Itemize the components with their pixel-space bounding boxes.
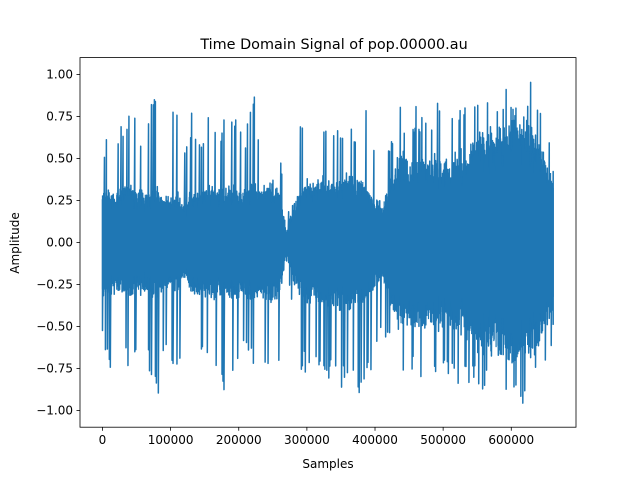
signal-core-band: [101, 127, 554, 358]
y-axis-ticks: −1.00 −0.75 −0.50 −0.25 0.00 0.25 0.50 0.75 1.00: [36, 68, 80, 418]
x-tick-label: 100000: [148, 433, 194, 447]
y-tick-label: 0.25: [46, 194, 73, 208]
x-axis-title: Samples: [302, 457, 353, 471]
x-axis-ticks: 0 100000 200000 300000 400000 500000 600000: [99, 427, 534, 447]
chart-title: Time Domain Signal of pop.00000.au: [199, 37, 467, 53]
y-tick-label: −0.25: [36, 278, 73, 292]
x-tick-label: 400000: [352, 433, 398, 447]
x-tick-label: 600000: [488, 433, 534, 447]
x-tick-label: 500000: [420, 433, 466, 447]
y-tick-label: −0.50: [36, 320, 73, 334]
y-tick-label: 0.00: [46, 236, 73, 250]
signal-layer: [101, 81, 554, 404]
y-tick-label: 0.50: [46, 152, 73, 166]
y-axis-title: Amplitude: [8, 212, 22, 274]
x-tick-label: 0: [99, 433, 107, 447]
y-tick-label: 0.75: [46, 110, 73, 124]
y-tick-label: 1.00: [46, 68, 73, 82]
y-tick-label: −0.75: [36, 362, 73, 376]
x-tick-label: 200000: [216, 433, 262, 447]
y-tick-label: −1.00: [36, 404, 73, 418]
x-tick-label: 300000: [284, 433, 330, 447]
